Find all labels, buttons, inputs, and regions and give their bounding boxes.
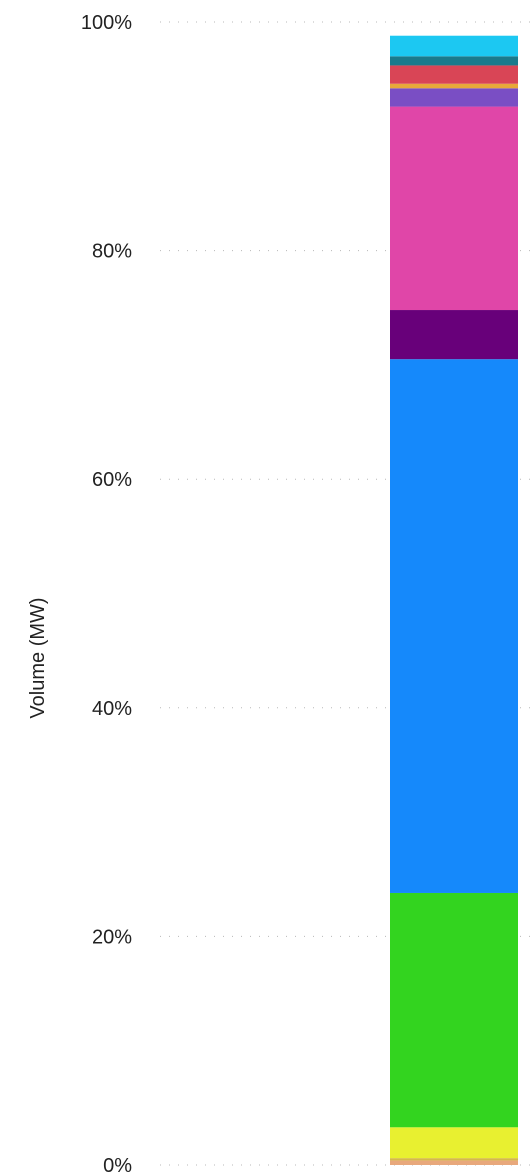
y-tick-label-60: 60% (92, 469, 132, 491)
bar-segment-12 (390, 35, 518, 57)
y-tick-label-40: 40% (92, 698, 132, 720)
bar-segment-9 (390, 83, 518, 89)
bar-segment-7 (390, 106, 518, 311)
y-tick-label-20: 20% (92, 926, 132, 948)
y-tick-label-80: 80% (92, 241, 132, 263)
bar-segment-8 (390, 88, 518, 107)
bar-segment-1 (390, 1160, 518, 1165)
y-tick-label-100: 100% (81, 12, 132, 34)
bar-segment-6 (390, 310, 518, 360)
y-axis-title: Volume (MW) (27, 597, 49, 718)
bar-segment-3 (390, 1127, 518, 1159)
bar-segment-11 (390, 56, 518, 66)
bar-segment-4 (390, 892, 518, 1128)
y-tick-labels: 0% 20% 40% 60% 80% 100% (81, 12, 132, 1175)
bar-stack (390, 35, 518, 1165)
bar-segment-10 (390, 65, 518, 84)
bar-segment-5 (390, 359, 518, 893)
y-tick-label-0: 0% (103, 1155, 132, 1175)
bar-segment-2 (390, 1158, 518, 1161)
